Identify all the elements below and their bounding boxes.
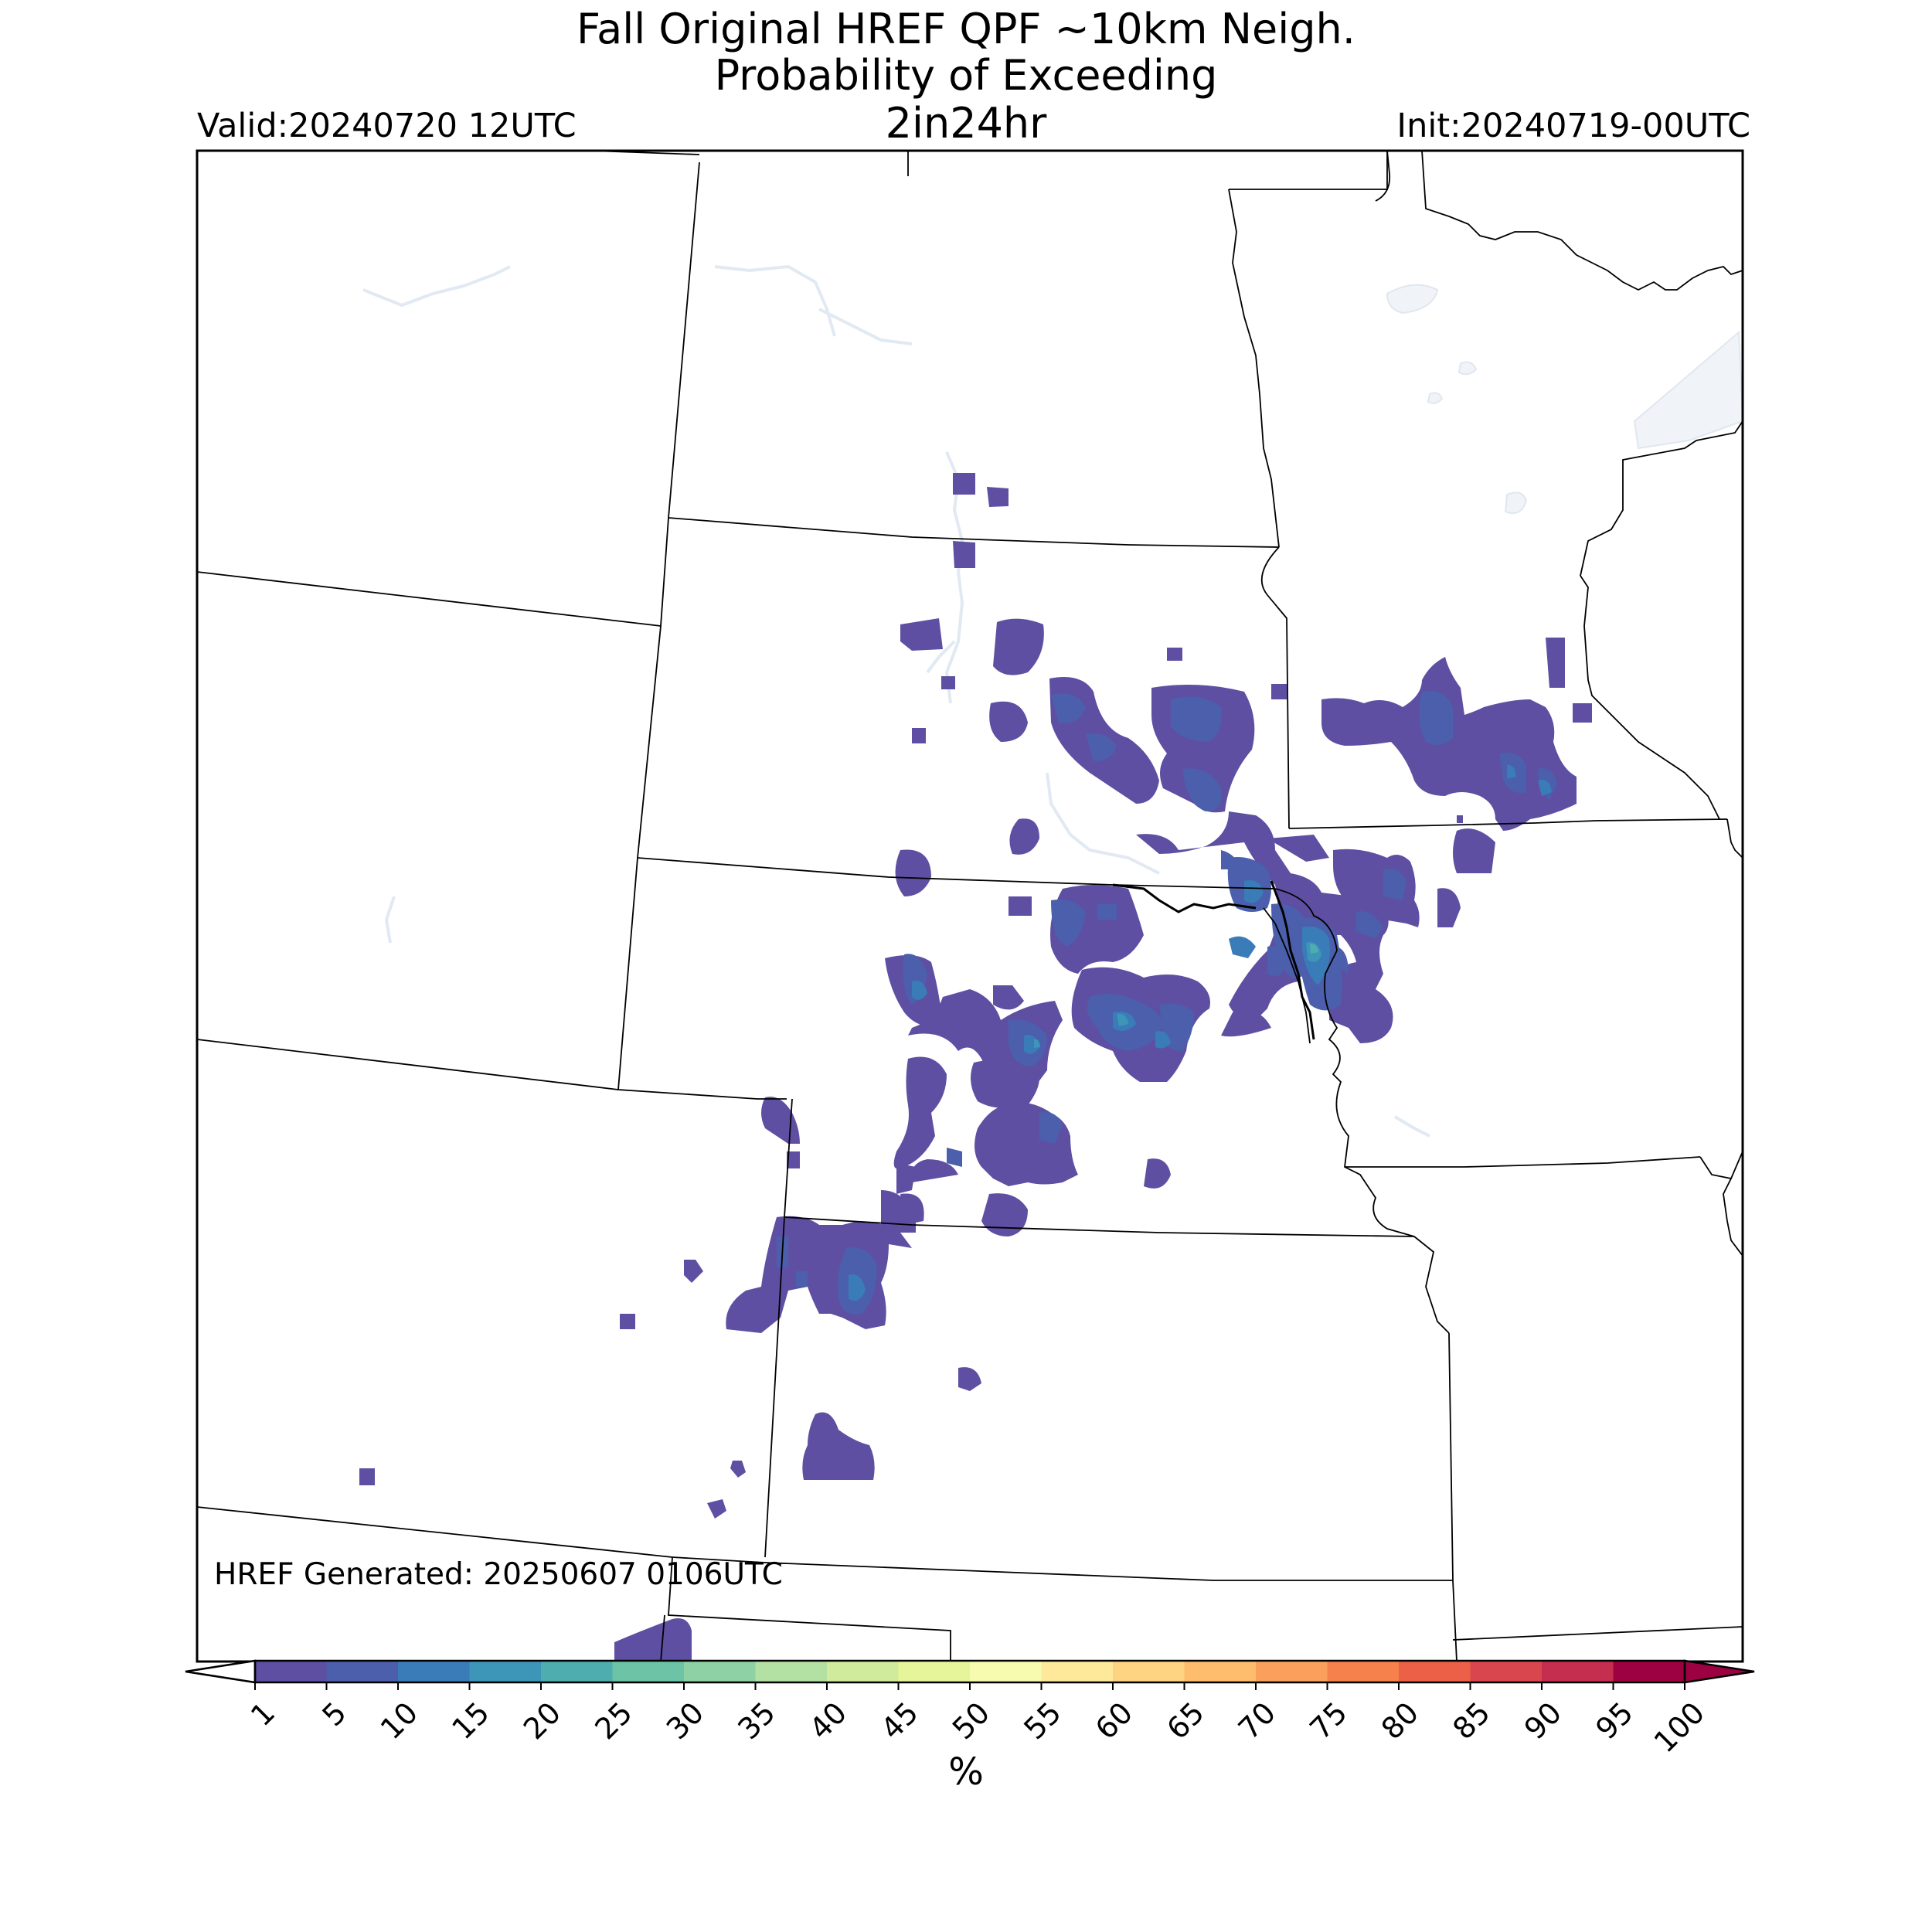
colorbar-cell — [541, 1661, 613, 1682]
colorbar-tick-label: 55 — [1017, 1696, 1067, 1746]
colorbar-cell — [255, 1661, 327, 1682]
colorbar-cell — [1041, 1661, 1114, 1682]
colorbar-tick-label: 25 — [588, 1696, 638, 1746]
colorbar-cell — [898, 1661, 971, 1682]
colorbar-cell — [1542, 1661, 1614, 1682]
probability-20-25-percent-areas — [1310, 944, 1318, 954]
colorbar-cell — [612, 1661, 685, 1682]
colorbar-cell — [1470, 1661, 1543, 1682]
colorbar-cell — [1113, 1661, 1185, 1682]
init-time-label: Init:20240719-00UTC — [1396, 107, 1750, 145]
colorbar-tick-label: 1 — [244, 1696, 281, 1733]
colorbar-tick-label: 85 — [1446, 1696, 1496, 1746]
valid-time-label: Valid:20240720 12UTC — [197, 107, 577, 145]
colorbar-tick-label: 30 — [660, 1696, 710, 1746]
colorbar-cell — [326, 1661, 399, 1682]
colorbar-cell — [398, 1661, 470, 1682]
river-boundary-line — [1112, 880, 1315, 1040]
colorbar-cell — [827, 1661, 899, 1682]
colorbar-tick-label: 10 — [374, 1696, 424, 1746]
map-title-line-3: 2in24hr — [885, 99, 1047, 148]
colorbar-cell — [1184, 1661, 1257, 1682]
colorbar-cell — [970, 1661, 1042, 1682]
colorbar-cell — [755, 1661, 828, 1682]
map-frame — [196, 149, 1744, 1663]
colorbar-cell — [1327, 1661, 1400, 1682]
colorbar-tick-label: 15 — [445, 1696, 495, 1746]
colorbar-cell — [469, 1661, 542, 1682]
colorbar-tick-label: 60 — [1089, 1696, 1139, 1746]
colorbar-tick-label: 20 — [517, 1696, 567, 1746]
colorbar-tick-label: 80 — [1375, 1696, 1425, 1746]
map-title-line-1: Fall Original HREF QPF ~10km Neigh. — [577, 5, 1355, 53]
colorbar-tick-label: 75 — [1303, 1696, 1353, 1746]
colorbar-tick-label: 45 — [874, 1696, 924, 1746]
colorbar-under-extension — [185, 1659, 257, 1684]
generated-timestamp: HREF Generated: 20250607 0106UTC — [214, 1557, 783, 1592]
colorbar-tick-label: 35 — [731, 1696, 781, 1746]
colorbar-unit-label: % — [948, 1750, 984, 1794]
colorbar-cell — [1613, 1661, 1685, 1682]
colorbar-tick-label: 65 — [1160, 1696, 1210, 1746]
colorbar-cell — [1256, 1661, 1328, 1682]
probability-1-5-percent-areas — [359, 473, 1592, 1662]
colorbar-cell — [1399, 1661, 1471, 1682]
colorbar-tick-label: 5 — [315, 1696, 352, 1733]
colorbar-tick-label: 50 — [946, 1696, 996, 1746]
colorbar-tick-label: 90 — [1518, 1696, 1568, 1746]
precipitation-probability-areas — [359, 473, 1592, 1662]
water-features — [1386, 284, 1743, 515]
rivers — [362, 264, 1430, 1138]
colorbar-cell — [684, 1661, 756, 1682]
map-area — [197, 151, 1743, 1662]
colorbar-over-extension — [1683, 1659, 1755, 1684]
map-title-line-2: Probability of Exceeding — [714, 51, 1218, 100]
colorbar: 1 5 10 15 20 25 30 35 40 45 50 55 60 65 70 75 80 85 90 95 10… — [185, 1659, 1755, 1759]
colorbar-tick-label: 95 — [1589, 1696, 1639, 1746]
colorbar-tick-label: 70 — [1232, 1696, 1282, 1746]
colorbar-tick-label: 40 — [803, 1696, 853, 1746]
state-borders — [197, 151, 1743, 1662]
